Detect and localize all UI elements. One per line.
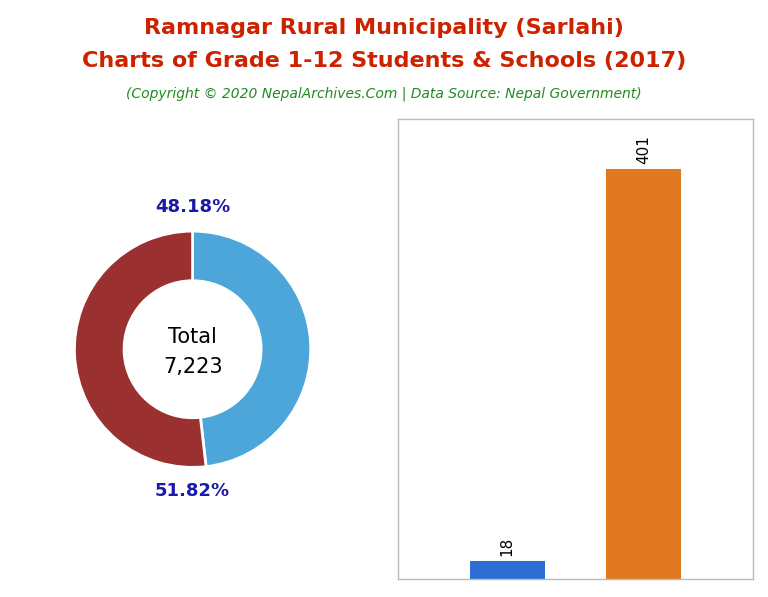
- Text: (Copyright © 2020 NepalArchives.Com | Data Source: Nepal Government): (Copyright © 2020 NepalArchives.Com | Da…: [126, 87, 642, 101]
- Bar: [606, 170, 681, 579]
- Text: 401: 401: [636, 136, 651, 164]
- Text: Ramnagar Rural Municipality (Sarlahi): Ramnagar Rural Municipality (Sarlahi): [144, 18, 624, 38]
- Text: 51.82%: 51.82%: [155, 482, 230, 500]
- Bar: [470, 561, 545, 579]
- Legend: Male Students (3,480), Female Students (3,743): Male Students (3,480), Female Students (…: [0, 596, 206, 597]
- Text: Total: Total: [168, 327, 217, 347]
- Text: 7,223: 7,223: [163, 357, 223, 377]
- Text: 18: 18: [500, 536, 515, 556]
- Text: 48.18%: 48.18%: [155, 198, 230, 217]
- Wedge shape: [193, 231, 311, 467]
- Wedge shape: [74, 231, 206, 467]
- Text: Charts of Grade 1-12 Students & Schools (2017): Charts of Grade 1-12 Students & Schools …: [82, 51, 686, 71]
